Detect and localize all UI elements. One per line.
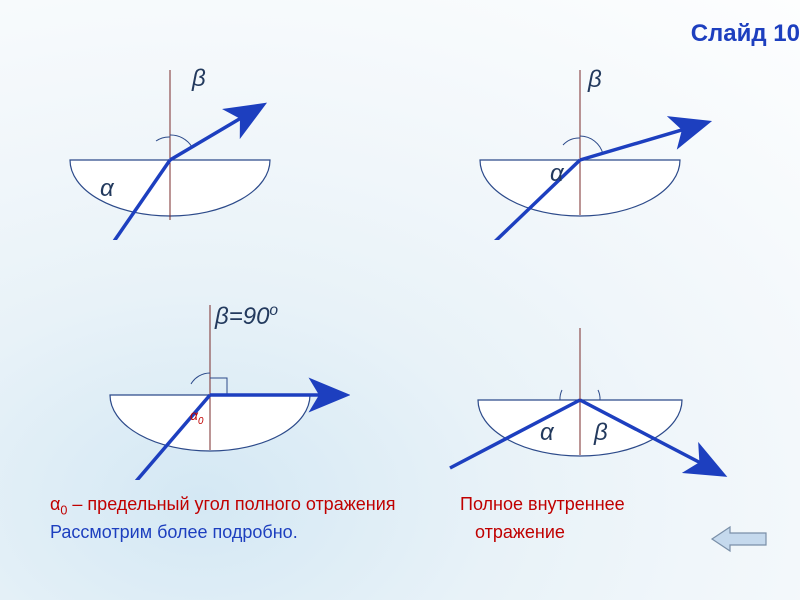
angle-arc-beta (170, 135, 192, 147)
right-angle-mark (210, 378, 227, 395)
caption-critical-angle: α0 – предельный угол полного отражения (50, 494, 396, 518)
angle-arc-alpha (156, 137, 170, 141)
caption-tir-line2: отражение (475, 522, 565, 543)
alpha0-pre: α (190, 407, 198, 423)
beta-label-d4: β (594, 419, 608, 447)
beta-90-label: β=90o (215, 302, 278, 331)
alpha-label-d1: α (100, 175, 114, 203)
alpha0-sub: 0 (198, 416, 203, 427)
alpha-label-d2: α (550, 160, 564, 188)
angle-arc-alpha (560, 390, 562, 400)
caption-more-detail: Рассмотрим более подробно. (50, 522, 298, 543)
alpha0-label: α0 (190, 407, 203, 427)
refracted-ray (170, 108, 258, 160)
caption-alpha: α (50, 494, 60, 514)
beta-90-pre: β=90 (215, 303, 269, 330)
angle-arc-alpha0 (191, 373, 210, 384)
diagram-refraction-small-angle (60, 60, 280, 240)
angle-arc-alpha (563, 138, 580, 145)
alpha-label-d4: α (540, 419, 554, 447)
refracted-ray (580, 124, 702, 160)
caption-tir-line1: Полное внутреннее (460, 494, 625, 515)
beta-90-sup: o (269, 302, 278, 319)
beta-label-d2: β (588, 66, 602, 94)
diagram-total-internal-reflection (440, 300, 740, 480)
back-arrow-icon (712, 527, 766, 551)
beta-label-d1: β (192, 65, 206, 93)
angle-arc-beta (598, 390, 600, 400)
caption-rest: – предельный угол полного отражения (67, 494, 395, 514)
back-button[interactable] (710, 523, 770, 560)
slide-number: Слайд 10 (691, 20, 800, 48)
angle-arc-beta (580, 136, 603, 154)
